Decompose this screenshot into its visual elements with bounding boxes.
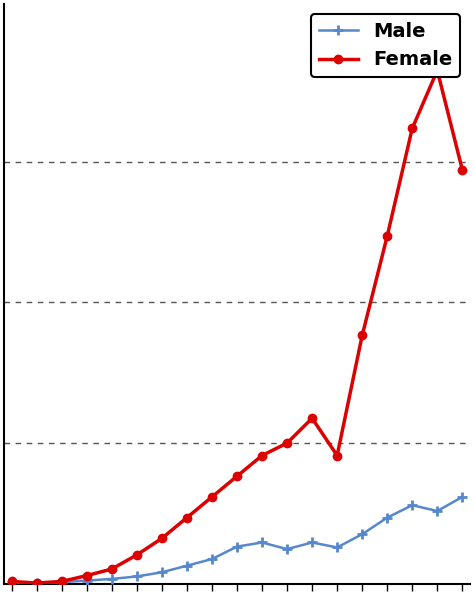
- Male: [209, 556, 215, 563]
- Male: [159, 569, 165, 576]
- Male: [109, 575, 115, 583]
- Male: [34, 580, 39, 587]
- Line: Male: Male: [7, 492, 467, 588]
- Female: [309, 415, 315, 422]
- Male: [334, 544, 340, 551]
- Male: [309, 539, 315, 546]
- Female: [435, 67, 440, 74]
- Male: [410, 502, 415, 509]
- Female: [109, 565, 115, 572]
- Female: [34, 580, 39, 587]
- Male: [459, 493, 465, 500]
- Female: [59, 578, 64, 585]
- Male: [384, 514, 390, 521]
- Male: [9, 579, 15, 586]
- Line: Female: Female: [8, 66, 466, 587]
- Female: [184, 514, 190, 521]
- Female: [410, 125, 415, 132]
- Female: [259, 452, 265, 459]
- Male: [234, 543, 240, 550]
- Male: [184, 562, 190, 569]
- Male: [59, 579, 64, 586]
- Male: [134, 573, 140, 580]
- Male: [284, 546, 290, 553]
- Female: [334, 452, 340, 459]
- Female: [134, 552, 140, 559]
- Female: [159, 535, 165, 542]
- Female: [9, 578, 15, 585]
- Male: [359, 531, 365, 538]
- Female: [84, 572, 90, 579]
- Legend: Male, Female: Male, Female: [311, 14, 460, 77]
- Male: [435, 508, 440, 515]
- Female: [284, 440, 290, 447]
- Female: [384, 233, 390, 240]
- Female: [209, 493, 215, 500]
- Female: [234, 472, 240, 480]
- Female: [359, 332, 365, 339]
- Male: [259, 539, 265, 546]
- Female: [459, 166, 465, 173]
- Male: [84, 577, 90, 584]
